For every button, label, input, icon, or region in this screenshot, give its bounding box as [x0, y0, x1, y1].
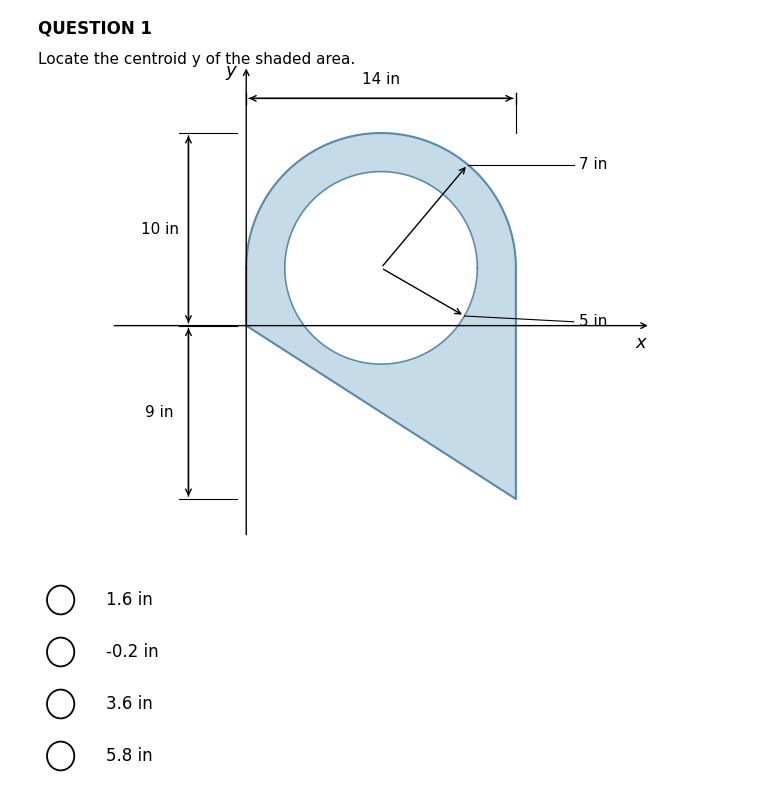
Text: 7 in: 7 in [579, 157, 608, 172]
Text: y: y [226, 62, 236, 81]
Text: 3.6 in: 3.6 in [106, 695, 153, 713]
Text: QUESTION 1: QUESTION 1 [38, 20, 152, 38]
Text: 5 in: 5 in [579, 314, 608, 330]
Polygon shape [246, 133, 516, 499]
Text: -0.2 in: -0.2 in [106, 643, 158, 661]
Text: Locate the centroid y of the shaded area.: Locate the centroid y of the shaded area… [38, 52, 356, 67]
Text: 5.8 in: 5.8 in [106, 747, 153, 765]
Text: 1.6 in: 1.6 in [106, 591, 153, 609]
Text: 10 in: 10 in [140, 222, 179, 237]
Text: 14 in: 14 in [362, 72, 400, 87]
Text: x: x [636, 334, 647, 352]
Text: 9 in: 9 in [146, 405, 174, 420]
Polygon shape [285, 171, 478, 364]
